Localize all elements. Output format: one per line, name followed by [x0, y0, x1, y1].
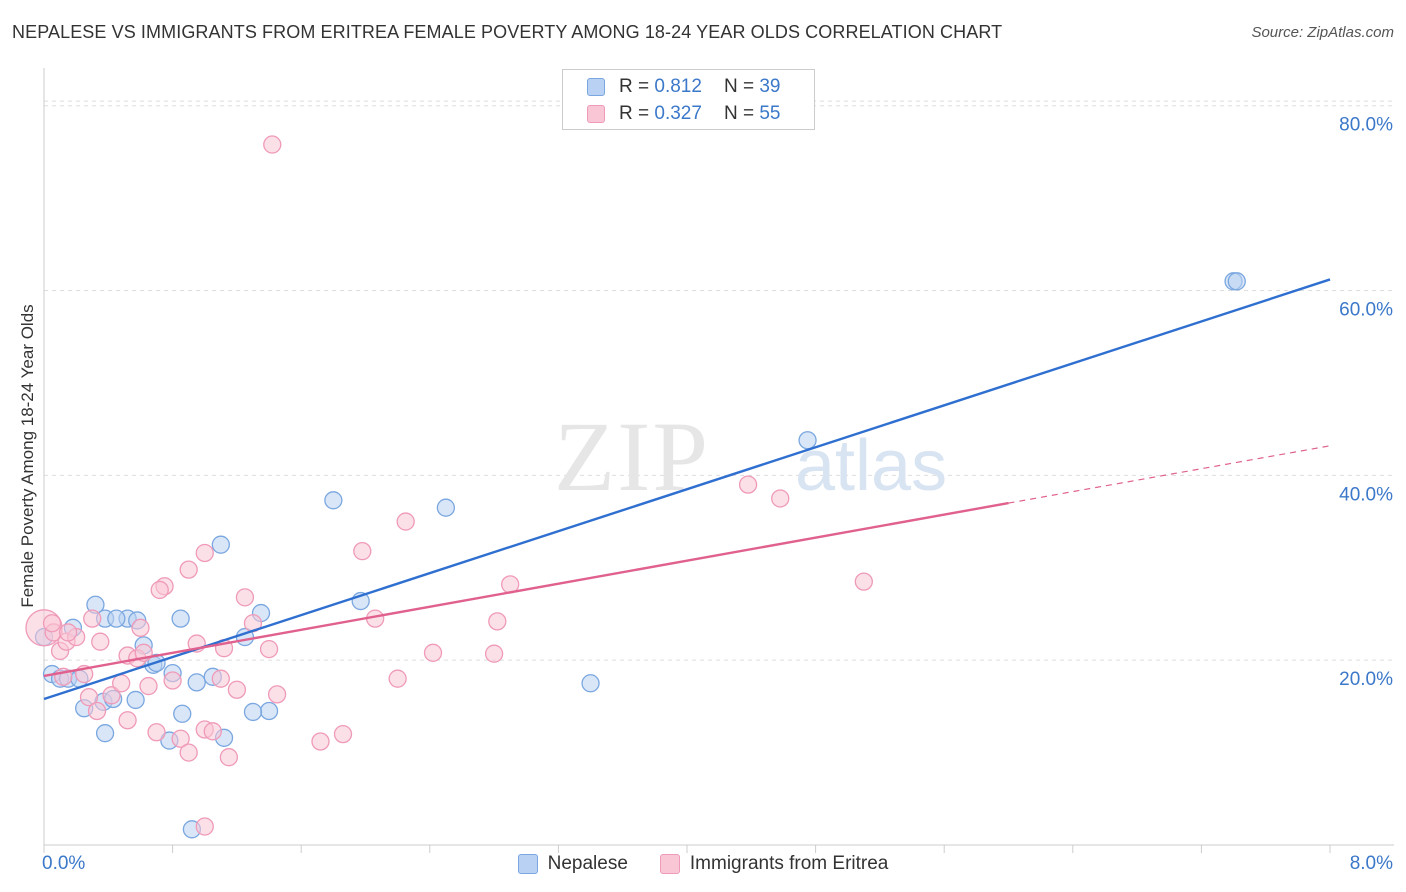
nepalese-point [171, 609, 190, 628]
eritrea-point [854, 572, 873, 591]
eritrea-point [179, 743, 198, 762]
nepalese-point [436, 498, 456, 517]
eritrea-point [771, 489, 790, 508]
nepalese-point [324, 491, 343, 510]
eritrea-swatch-icon [587, 105, 605, 123]
nepalese-point [95, 724, 115, 743]
eritrea-point [91, 632, 110, 651]
chart-source: Source: ZipAtlas.com [1251, 24, 1394, 41]
eritrea-point [79, 687, 99, 707]
correlation-legend: R = 0.812 N = 39 R = 0.327 N = 55 [562, 69, 815, 130]
eritrea-point [396, 512, 415, 531]
eritrea-point [163, 671, 182, 690]
chart-title: NEPALESE VS IMMIGRANTS FROM ERITREA FEMA… [12, 22, 1003, 42]
eritrea-point [235, 588, 255, 607]
nepalese-point [173, 704, 192, 723]
watermark-atlas: atlas [795, 426, 947, 506]
eritrea-point [263, 135, 282, 154]
eritrea-point [179, 560, 198, 579]
legend-label-eritrea: Immigrants from Eritrea [689, 853, 889, 874]
eritrea-point [488, 612, 507, 631]
eritrea-point [87, 701, 107, 721]
y-tick-label: 20.0% [1339, 669, 1393, 690]
nepalese-swatch-icon [587, 78, 605, 96]
eritrea-point [171, 729, 190, 748]
y-tick-label: 60.0% [1339, 300, 1393, 321]
gridlines [44, 100, 1394, 661]
eritrea-point [195, 817, 214, 836]
trend-lines [43, 278, 1331, 701]
nepalese-point [187, 673, 206, 692]
legend-n-value: 39 [759, 76, 781, 97]
eritrea-point [112, 674, 131, 693]
legend-r-label: R = [619, 103, 650, 124]
nepalese-point [259, 701, 279, 721]
eritrea-point [203, 722, 222, 741]
nepalese-point [1227, 272, 1246, 291]
eritrea-point [195, 543, 214, 563]
eritrea-point [267, 685, 287, 704]
x-tick-label: 0.0% [42, 853, 85, 874]
tick-labels: 20.0% 40.0% 60.0% 80.0% 0.0% 8.0% [42, 115, 1393, 874]
eritrea-trend-extension [1008, 445, 1331, 504]
legend-label-nepalese: Nepalese [547, 853, 628, 874]
eritrea-point [58, 623, 78, 642]
nepalese-point [581, 674, 600, 693]
eritrea-swatch-icon [659, 854, 680, 874]
eritrea-point [118, 711, 137, 730]
eritrea-point [150, 580, 169, 600]
eritrea-point [333, 724, 353, 744]
eritrea-point [311, 732, 330, 751]
y-tick-label: 80.0% [1339, 115, 1393, 136]
eritrea-point [139, 676, 158, 696]
legend-n-value: 55 [759, 103, 781, 124]
eritrea-point [102, 686, 121, 705]
eritrea-point [227, 680, 247, 699]
eritrea-point [259, 639, 279, 659]
eritrea-point [738, 475, 758, 494]
legend-row-eritrea: R = 0.327 N = 55 [587, 102, 780, 126]
watermark: ZIP [554, 401, 710, 512]
eritrea-point [131, 618, 150, 637]
legend-row-nepalese: R = 0.812 N = 39 [587, 75, 780, 99]
legend-item-nepalese[interactable]: Nepalese [517, 853, 628, 875]
eritrea-point [42, 614, 62, 633]
eritrea-point [219, 748, 239, 767]
nepalese-point [211, 535, 230, 554]
x-tick-label: 8.0% [1350, 853, 1393, 874]
legend-item-eritrea[interactable]: Immigrants from Eritrea [659, 853, 889, 875]
eritrea-point [484, 644, 504, 663]
legend-r-value: 0.327 [654, 103, 702, 124]
y-tick-label: 40.0% [1339, 484, 1393, 505]
legend-r-value: 0.812 [654, 76, 702, 97]
eritrea-point [388, 669, 407, 688]
eritrea-point [211, 669, 230, 688]
legend-r-label: R = [619, 76, 650, 97]
series-legend: Nepalese Immigrants from Eritrea [0, 851, 1406, 877]
eritrea-point [353, 541, 372, 561]
axes [43, 68, 1394, 853]
nepalese-point [126, 690, 145, 710]
legend-n-label: N = [723, 76, 755, 97]
nepalese-trend-line [43, 278, 1331, 701]
nepalese-point [107, 609, 126, 628]
eritrea-point [423, 643, 443, 662]
legend-n-label: N = [723, 103, 755, 124]
eritrea-point [147, 723, 166, 742]
nepalese-point [243, 702, 263, 722]
eritrea-point [83, 609, 102, 628]
nepalese-swatch-icon [517, 854, 538, 874]
eritrea-trend-line [43, 501, 1009, 678]
data-points [25, 135, 1246, 839]
